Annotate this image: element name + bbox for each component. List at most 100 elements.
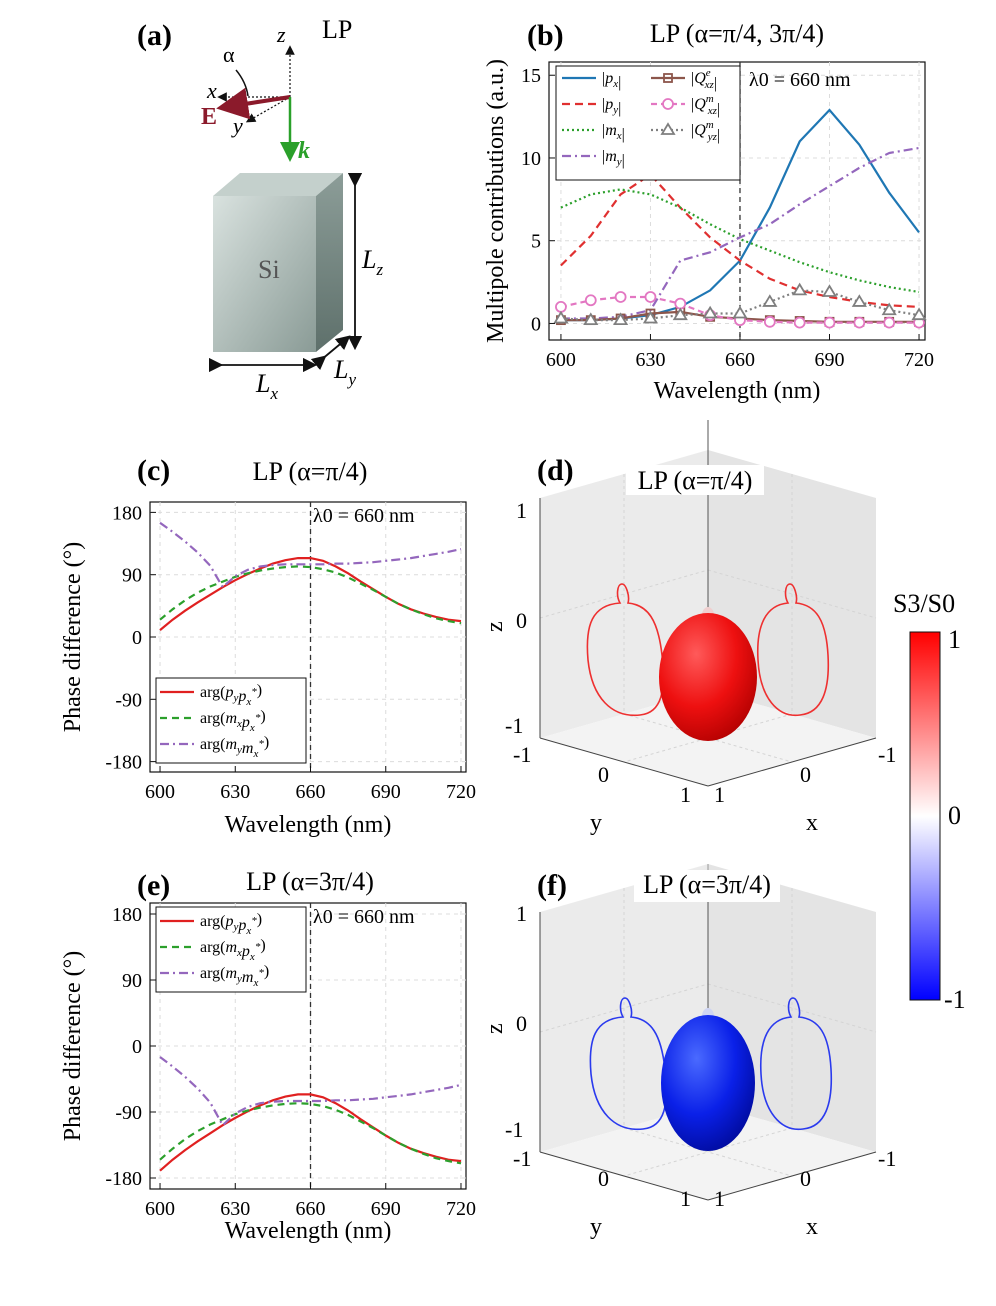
data-point-marker	[853, 316, 866, 329]
panel-d: (d) LP (α=π/4) 1 0 -1 z -1 0 1 y -1 0 1 …	[482, 420, 896, 836]
y-tick-label: 0	[132, 1036, 142, 1058]
d-title: LP (α=π/4)	[638, 466, 753, 495]
plot-b-title: LP (α=π/4, 3π/4)	[650, 19, 824, 48]
data-point-marker	[851, 294, 867, 307]
d-projection-right	[756, 583, 830, 717]
panel-label-f: (f)	[537, 869, 567, 902]
panel-label-d: (d)	[537, 454, 574, 487]
panel-label-b: (b)	[527, 19, 564, 52]
f-title: LP (α=3π/4)	[643, 870, 771, 899]
e-field-arrow	[216, 87, 291, 120]
legend-label: |Qm yz|	[691, 119, 720, 144]
colorbar-tick-mid: 0	[948, 801, 961, 830]
data-point-marker	[821, 284, 838, 297]
x-tick-label: 660	[725, 349, 755, 371]
data-point-marker	[555, 301, 567, 313]
colorbar: S3/S0 1 0 -1	[893, 589, 966, 1014]
legend-label: |Qe xz|	[691, 67, 717, 92]
k-vector-label: k	[298, 138, 310, 164]
f-z-tick-top: 1	[516, 901, 527, 926]
ly-label: Ly	[333, 355, 356, 389]
legend-label: arg(mymx*)	[200, 963, 269, 989]
legend-label: arg(mxpx*)	[200, 708, 266, 734]
plot-c-lambda-label: λ0 = 660 nm	[313, 505, 415, 527]
series-line-0	[159, 556, 462, 631]
x-tick-label: 690	[371, 781, 401, 803]
d-y-axis-label: y	[590, 810, 602, 836]
d-x-tick-mid: 0	[800, 762, 811, 787]
x-tick-label: 630	[220, 1198, 250, 1220]
d-y-axis-line	[539, 737, 709, 787]
axis-z-label: z	[276, 22, 286, 47]
plot-e-series	[159, 903, 462, 1189]
f-y-tick-right: 1	[680, 1186, 691, 1211]
y-tick-label: -90	[115, 1102, 142, 1124]
alpha-label: α	[223, 42, 235, 67]
legend-label: |px|	[602, 70, 621, 91]
plot-c-ticks: 600 630 660 690 720 180 90 0 -90 -180	[105, 502, 476, 803]
e-field-label: E	[201, 104, 217, 130]
d-x-axis-line	[707, 737, 877, 787]
plot-e-legend: arg(pypx*)arg(mxpx*)arg(mymx*)	[155, 906, 307, 993]
y-tick-label: 15	[521, 65, 541, 87]
legend-label: arg(pypx*)	[200, 682, 262, 708]
plot-b-ylabel: Multipole contributions (a.u.)	[483, 59, 509, 343]
plot-e-lambda-label: λ0 = 660 nm	[313, 906, 415, 928]
x-tick-label: 600	[145, 781, 175, 803]
axis-x-label: x	[206, 78, 217, 103]
d-z-tick-mid: 0	[516, 608, 527, 633]
panel-e: (e) 600 630 660 690 720 180 90 0 -90 -180 LP (α=3…	[60, 867, 476, 1244]
alpha-angle-arc	[235, 69, 249, 97]
data-point-marker	[660, 122, 676, 135]
data-point-marker	[702, 305, 718, 319]
data-point-marker	[642, 310, 659, 324]
plot-b-ticks: 600 630 660 690 720 0 5 10 15	[521, 65, 934, 371]
d-z-tick-top: 1	[516, 498, 527, 523]
plot-e-ylabel: Phase difference (°)	[60, 951, 86, 1141]
plot-e-xlabel: Wavelength (nm)	[225, 1218, 392, 1244]
x-tick-label: 600	[145, 1198, 175, 1220]
plot-c-title: LP (α=π/4)	[253, 457, 368, 486]
plot-b-lambda-label: λ0 = 660 nm	[749, 69, 851, 91]
d-z-tick-bottom: -1	[505, 713, 523, 738]
d-title-bg	[626, 465, 764, 495]
si-box-front	[213, 196, 316, 352]
plot-c-xlabel: Wavelength (nm)	[225, 812, 392, 838]
f-y-tick-mid: 0	[598, 1166, 609, 1191]
legend-label: |mx|	[602, 122, 625, 143]
lx-label: Lx	[255, 369, 278, 403]
panel-f: (f) LP (α=3π/4) 1 0 -1 z -1 0 1 y -1 0 1…	[482, 864, 896, 1240]
legend-label: arg(mymx*)	[200, 734, 269, 760]
f-z-tick-mid: 0	[516, 1011, 527, 1036]
y-tick-label: 180	[112, 904, 142, 926]
d-x-tick-left: 1	[714, 782, 725, 807]
series-line-0	[159, 1093, 462, 1172]
panel-a: (a) LP z x y E α k Si Lz Lx Ly	[137, 15, 383, 403]
data-point-marker	[614, 291, 627, 303]
data-point-marker	[881, 302, 897, 316]
f-grid-lines	[539, 888, 877, 1177]
legend-label: |Qm xz|	[691, 93, 720, 118]
d-x-tick-right: -1	[878, 742, 896, 767]
f-x-axis-label: x	[806, 1214, 818, 1240]
colorbar-title: S3/S0	[893, 589, 955, 618]
y-tick-label: -90	[115, 689, 142, 711]
f-title-bg	[634, 870, 780, 902]
si-box-top	[213, 173, 343, 196]
plot-b-legend-box	[555, 65, 741, 181]
f-z-axis-label: z	[482, 1023, 508, 1034]
data-point-marker	[793, 316, 806, 329]
data-point-marker	[662, 98, 674, 110]
legend-label: arg(mxpx*)	[200, 937, 266, 963]
d-y-tick-left: -1	[513, 742, 531, 767]
y-tick-label: 90	[122, 970, 142, 992]
lz-label: Lz	[361, 245, 383, 279]
data-point-marker	[674, 297, 687, 310]
data-point-marker	[762, 294, 778, 307]
y-tick-label: 5	[531, 231, 541, 253]
y-tick-label: 10	[521, 148, 541, 170]
data-point-marker	[672, 307, 688, 321]
legend-label: arg(pypx*)	[200, 911, 262, 937]
colorbar-tick-high: 1	[948, 625, 961, 654]
data-point-marker	[644, 291, 657, 303]
